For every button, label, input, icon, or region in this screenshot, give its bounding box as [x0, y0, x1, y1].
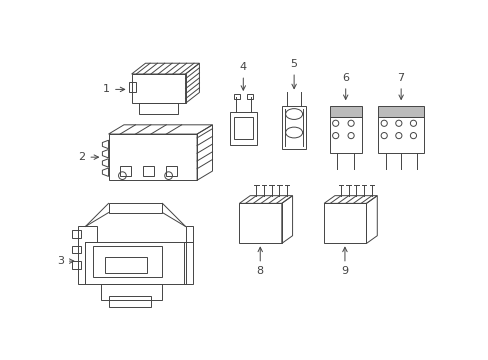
- Bar: [108, 203, 162, 213]
- Bar: [329, 117, 361, 153]
- Text: 3: 3: [57, 256, 74, 266]
- Bar: [139, 103, 178, 114]
- Bar: [101, 284, 162, 300]
- Bar: [71, 230, 81, 238]
- Bar: [246, 94, 253, 99]
- Bar: [131, 74, 185, 103]
- Bar: [93, 246, 162, 276]
- Bar: [104, 257, 147, 273]
- Bar: [377, 117, 424, 153]
- Text: 7: 7: [397, 73, 404, 99]
- Bar: [324, 203, 366, 243]
- Text: 1: 1: [103, 84, 124, 94]
- Bar: [230, 112, 257, 145]
- Bar: [377, 106, 424, 117]
- Bar: [166, 166, 177, 176]
- Bar: [85, 242, 185, 284]
- Bar: [128, 82, 136, 93]
- Text: 9: 9: [341, 247, 348, 276]
- Bar: [239, 203, 281, 243]
- Bar: [108, 134, 197, 180]
- Bar: [108, 296, 151, 307]
- Bar: [143, 166, 154, 176]
- Bar: [281, 106, 306, 149]
- Bar: [329, 106, 361, 117]
- Text: 4: 4: [239, 62, 246, 90]
- Bar: [183, 242, 193, 284]
- Bar: [234, 94, 240, 99]
- Text: 8: 8: [256, 247, 263, 276]
- Bar: [120, 166, 131, 176]
- Bar: [71, 246, 81, 253]
- Bar: [71, 261, 81, 269]
- Text: 5: 5: [290, 59, 297, 89]
- Text: 2: 2: [78, 152, 98, 162]
- Text: 6: 6: [342, 73, 348, 99]
- Bar: [234, 117, 253, 139]
